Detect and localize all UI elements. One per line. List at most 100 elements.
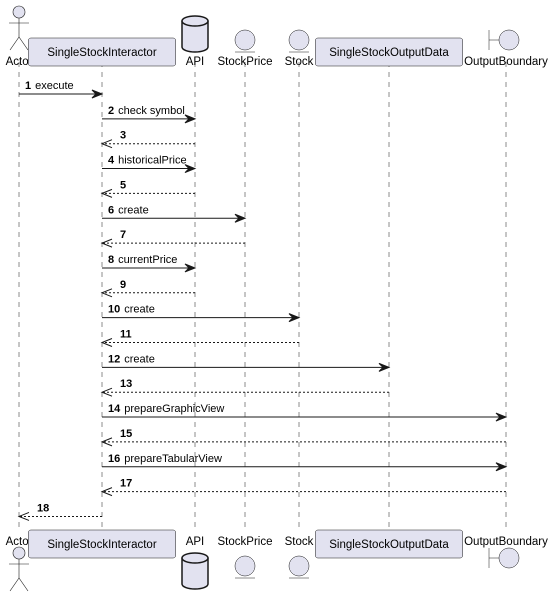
participant-box [315,529,463,559]
message-label: 14 prepareGraphicView [108,403,224,415]
message-text: historicalPrice [118,155,186,167]
entity-icon [234,29,256,53]
message-12: 12 create [102,353,391,372]
participant-stock-bottom: Stock [285,536,314,579]
arrowhead [495,412,508,422]
actor-icon [9,5,29,51]
message-17: 17 [100,478,506,497]
participant-stock-top: Stock [285,29,314,68]
message-number: 6 [108,204,114,216]
message-6: 6 create [102,204,247,223]
message-3: 3 [100,130,195,149]
participant-api-bottom: API [181,536,209,590]
message-label: 17 [120,478,132,490]
message-4: 4 historicalPrice [102,155,197,174]
message-number: 13 [120,378,132,390]
arrowhead [184,164,197,174]
arrowhead [378,362,391,372]
message-label: 5 [120,179,126,191]
arrowhead [100,139,113,149]
arrowhead [100,338,113,347]
arrowhead [495,462,508,472]
arrowhead [17,511,30,521]
message-label: 11 [120,329,132,341]
message-16: 16 prepareTabularView [102,453,508,472]
message-number: 1 [25,80,31,92]
message-label: 12 create [108,353,155,365]
message-number: 17 [120,478,132,490]
message-9: 9 [100,279,195,298]
participant-interactor-top: SingleStockInteractor [28,37,176,67]
participant-label: StockPrice [218,536,273,548]
message-number: 7 [120,229,126,241]
participant-label: Stock [285,56,314,68]
database-icon [181,15,209,53]
participant-label: OutputBoundary [464,536,548,548]
arrowhead [100,238,113,248]
arrowhead [100,288,113,298]
message-2: 2 check symbol [102,105,197,124]
message-label: 8 currentPrice [108,254,177,266]
entity-icon [234,555,256,579]
message-15: 15 [100,428,506,447]
participant-boundary-bottom: OutputBoundary [464,536,548,569]
message-label: 6 create [108,204,149,216]
message-label: 9 [120,279,126,291]
message-text: create [118,204,149,216]
message-label: 18 [37,502,49,514]
participant-stockprice-top: StockPrice [218,29,272,68]
arrowhead [234,213,247,223]
message-text: currentPrice [118,254,177,266]
participant-label: API [186,536,205,548]
message-number: 5 [120,179,126,191]
message-number: 4 [108,155,115,167]
participant-stockprice-bottom: StockPrice [218,536,273,579]
arrowhead [184,114,197,124]
message-5: 5 [100,179,195,198]
participant-label: SingleStockInteractor [47,539,156,551]
message-text: execute [35,80,74,92]
message-text: create [124,304,155,316]
message-label: 10 create [108,304,155,316]
message-label: 2 check symbol [108,105,185,117]
message-text: prepareTabularView [124,453,222,465]
message-number: 14 [108,403,121,415]
participant-label: Actor [6,56,33,68]
message-label: 1 execute [25,80,74,92]
participant-label: API [186,56,205,68]
participant-outputdata-top: SingleStockOutputData [315,37,463,67]
message-11: 11 [100,329,299,347]
message-text: create [124,353,155,365]
arrowhead [184,263,197,273]
message-8: 8 currentPrice [102,254,197,273]
message-number: 3 [120,130,126,142]
arrowhead [100,188,113,198]
participant-box [28,529,176,559]
message-number: 9 [120,279,126,291]
message-1: 1 execute [19,80,104,99]
message-18: 18 [17,502,102,521]
message-text: check symbol [118,105,185,117]
message-7: 7 [100,229,245,248]
message-label: 16 prepareTabularView [108,453,222,465]
message-10: 10 create [102,304,301,323]
message-14: 14 prepareGraphicView [102,403,508,422]
arrowhead [100,387,113,397]
participant-api-top: API [181,15,209,68]
message-number: 12 [108,353,120,365]
message-text: prepareGraphicView [124,403,224,415]
arrowhead [100,437,113,447]
participant-actor-top: Actor [6,5,33,68]
boundary-icon [488,29,520,51]
database-icon [181,552,209,590]
message-number: 18 [37,502,49,514]
participant-label: SingleStockInteractor [47,47,156,59]
participant-boundary-top: OutputBoundary [464,29,548,68]
participant-label: OutputBoundary [464,56,548,68]
message-number: 16 [108,453,120,465]
participant-actor-bottom: Actor [6,536,33,592]
participant-label: SingleStockOutputData [329,47,449,59]
message-number: 8 [108,254,114,266]
participant-label: Actor [6,536,33,548]
message-label: 15 [120,428,132,440]
